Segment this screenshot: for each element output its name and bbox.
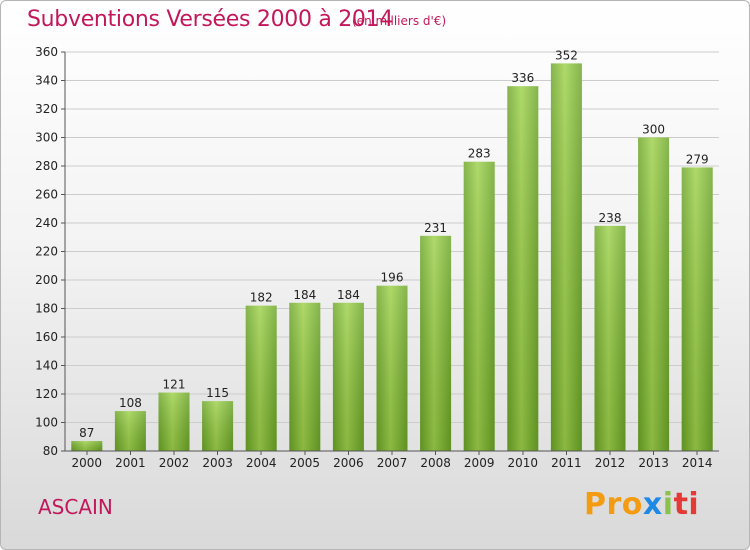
y-tick-label: 360 xyxy=(35,45,58,59)
x-tick-label-2013: 2013 xyxy=(638,456,669,470)
chart-subtitle: (en milliers d'€) xyxy=(352,14,447,28)
value-label-2009: 283 xyxy=(468,147,491,161)
logo-part-1: Pro xyxy=(584,487,643,522)
bar-shade-2006 xyxy=(332,302,364,451)
bar-shade-2001 xyxy=(114,411,146,451)
y-tick-label: 240 xyxy=(35,216,58,230)
x-tick-label-2010: 2010 xyxy=(508,456,539,470)
logo-part-4: ti xyxy=(673,487,700,522)
x-tick-label-2003: 2003 xyxy=(202,456,233,470)
y-tick-label: 200 xyxy=(35,273,58,287)
value-label-2008: 231 xyxy=(424,221,447,235)
proxiti-logo: Proxiti xyxy=(584,487,699,522)
x-tick-label-2001: 2001 xyxy=(115,456,146,470)
y-tick-label: 220 xyxy=(35,245,58,259)
bar-shade-2013 xyxy=(638,137,670,451)
y-tick-label: 340 xyxy=(35,74,58,88)
value-label-2005: 184 xyxy=(293,288,316,302)
x-tick-label-2002: 2002 xyxy=(159,456,190,470)
y-tick-label: 80 xyxy=(43,444,58,458)
value-label-2012: 238 xyxy=(599,211,622,225)
value-label-2007: 196 xyxy=(381,271,404,285)
bar-shade-2010 xyxy=(507,86,539,451)
value-label-2002: 121 xyxy=(163,378,186,392)
x-tick-label-2012: 2012 xyxy=(595,456,626,470)
bar-shade-2009 xyxy=(463,161,495,451)
y-tick-label: 280 xyxy=(35,159,58,173)
value-label-2003: 115 xyxy=(206,386,229,400)
bar-shade-2007 xyxy=(376,285,408,451)
value-label-2014: 279 xyxy=(686,152,709,166)
y-tick-label: 320 xyxy=(35,102,58,116)
bar-shade-2005 xyxy=(289,302,321,451)
y-tick-label: 160 xyxy=(35,330,58,344)
bar-shade-2014 xyxy=(681,167,713,452)
x-tick-label-2014: 2014 xyxy=(682,456,713,470)
value-label-2013: 300 xyxy=(642,123,665,137)
chart-title: Subventions Versées 2000 à 2014 xyxy=(27,7,394,32)
x-tick-label-2007: 2007 xyxy=(377,456,408,470)
value-label-2010: 336 xyxy=(511,71,534,85)
y-tick-label: 260 xyxy=(35,188,58,202)
commune-name: ASCAIN xyxy=(38,495,113,519)
logo-part-2: x xyxy=(642,487,663,522)
bar-shade-2012 xyxy=(594,225,626,451)
value-label-2000: 87 xyxy=(79,426,94,440)
value-label-2011: 352 xyxy=(555,48,578,62)
x-tick-label-2004: 2004 xyxy=(246,456,277,470)
bar-shade-2004 xyxy=(245,305,277,451)
x-tick-label-2011: 2011 xyxy=(551,456,582,470)
y-tick-label: 120 xyxy=(35,387,58,401)
x-tick-label-2005: 2005 xyxy=(290,456,321,470)
bar-shade-2003 xyxy=(202,401,234,451)
value-label-2006: 184 xyxy=(337,288,360,302)
bar-shade-2008 xyxy=(420,235,452,451)
value-label-2004: 182 xyxy=(250,291,273,305)
value-label-2001: 108 xyxy=(119,396,142,410)
x-tick-label-2000: 2000 xyxy=(72,456,103,470)
bar-shade-2000 xyxy=(71,441,103,451)
logo-part-3: i xyxy=(662,487,674,522)
y-tick-label: 180 xyxy=(35,302,58,316)
y-tick-label: 100 xyxy=(35,416,58,430)
x-tick-label-2006: 2006 xyxy=(333,456,364,470)
x-tick-label-2008: 2008 xyxy=(420,456,451,470)
bar-shade-2011 xyxy=(550,63,582,452)
bar-shade-2002 xyxy=(158,392,190,451)
x-tick-label-2009: 2009 xyxy=(464,456,495,470)
y-tick-label: 140 xyxy=(35,359,58,373)
y-tick-label: 300 xyxy=(35,131,58,145)
